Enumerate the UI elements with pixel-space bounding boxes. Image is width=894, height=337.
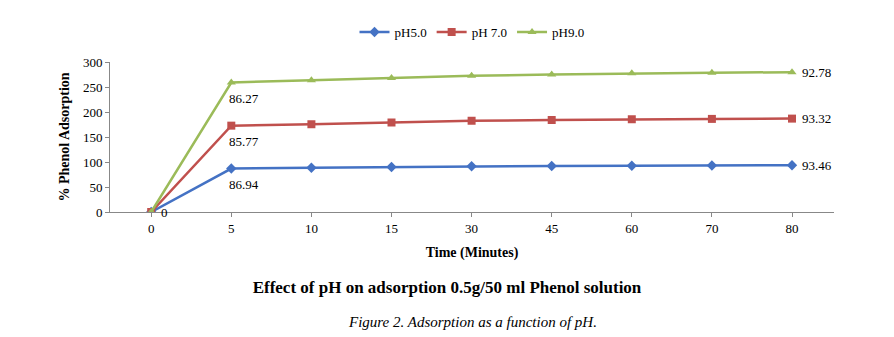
svg-text:45: 45 xyxy=(545,221,558,236)
svg-text:250: 250 xyxy=(83,80,103,95)
svg-text:5: 5 xyxy=(228,221,235,236)
svg-text:150: 150 xyxy=(83,130,103,145)
svg-text:86.94: 86.94 xyxy=(229,177,259,192)
svg-text:0: 0 xyxy=(161,205,168,220)
svg-text:70: 70 xyxy=(705,221,718,236)
svg-text:50: 50 xyxy=(89,180,102,195)
svg-text:0: 0 xyxy=(148,221,155,236)
svg-text:93.46: 93.46 xyxy=(802,158,832,173)
svg-text:Time (Minutes): Time (Minutes) xyxy=(426,245,519,261)
svg-text:85.77: 85.77 xyxy=(229,134,259,149)
svg-text:15: 15 xyxy=(385,221,398,236)
svg-text:92.78: 92.78 xyxy=(802,65,831,80)
svg-text:60: 60 xyxy=(625,221,638,236)
svg-text:10: 10 xyxy=(305,221,318,236)
svg-text:Effect of pH on adsorption 0.5: Effect of pH on adsorption 0.5g/50 ml Ph… xyxy=(253,278,642,297)
svg-text:pH9.0: pH9.0 xyxy=(552,25,584,40)
svg-text:300: 300 xyxy=(83,55,103,70)
svg-text:0: 0 xyxy=(96,205,103,220)
svg-text:% Phenol Adsorption: % Phenol Adsorption xyxy=(57,72,72,201)
svg-text:pH5.0: pH5.0 xyxy=(395,25,427,40)
svg-text:93.32: 93.32 xyxy=(802,111,831,126)
svg-text:Figure 2. Adsorption as a func: Figure 2. Adsorption as a function of pH… xyxy=(348,314,597,330)
svg-text:100: 100 xyxy=(83,155,103,170)
svg-text:86.27: 86.27 xyxy=(229,91,259,106)
svg-text:200: 200 xyxy=(83,105,103,120)
svg-text:pH 7.0: pH 7.0 xyxy=(472,25,507,40)
svg-text:80: 80 xyxy=(786,221,799,236)
svg-text:30: 30 xyxy=(465,221,478,236)
